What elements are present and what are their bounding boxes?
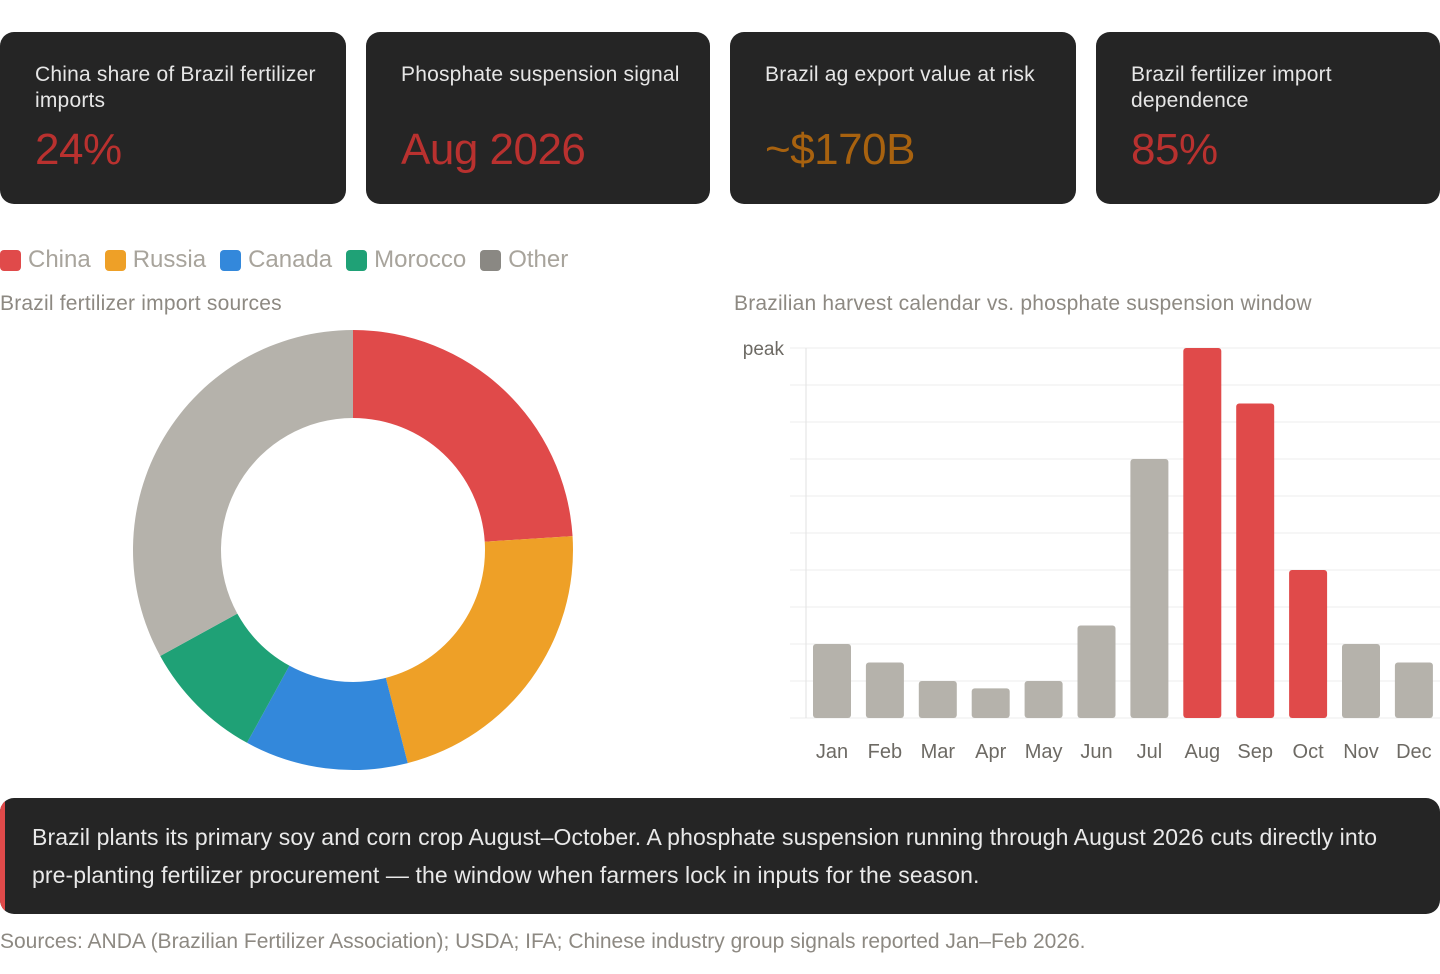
bar-mar bbox=[918, 681, 957, 718]
legend-item-other: Other bbox=[480, 246, 568, 274]
legend-label: China bbox=[28, 246, 91, 273]
x-tick-label-sep: Sep bbox=[1237, 741, 1273, 763]
donut-slice-russia bbox=[385, 536, 573, 764]
callout-text: Brazil plants its primary soy and corn c… bbox=[32, 824, 1378, 888]
legend-swatch bbox=[480, 249, 502, 271]
donut-chart-title: Brazil fertilizer import sources bbox=[0, 292, 282, 315]
bar-feb bbox=[865, 662, 904, 718]
bar-may bbox=[1024, 681, 1063, 718]
bar-jan bbox=[813, 644, 851, 718]
bar-apr bbox=[971, 688, 1010, 718]
bar-jun bbox=[1077, 625, 1116, 718]
bar-dec bbox=[1394, 662, 1433, 718]
bar-chart: peak Jan Feb Mar Apr May Jun Jul Aug Sep Oct Nov Dec bbox=[743, 339, 1440, 763]
legend-item-canada: Canada bbox=[220, 246, 332, 274]
x-tick-label-may: May bbox=[1025, 741, 1063, 763]
x-tick-label-jan: Jan bbox=[816, 741, 848, 763]
kpi-value: Aug 2026 bbox=[401, 125, 586, 174]
donut-slice-china bbox=[353, 330, 573, 542]
legend-item-china: China bbox=[0, 246, 91, 274]
legend-item-morocco: Morocco bbox=[346, 246, 466, 274]
x-tick-label-apr: Apr bbox=[975, 741, 1006, 763]
bar-jul bbox=[1130, 459, 1169, 718]
donut-chart bbox=[133, 330, 573, 770]
callout-accent-bar bbox=[0, 798, 5, 914]
bar-nov bbox=[1342, 644, 1380, 718]
legend-swatch bbox=[0, 249, 21, 271]
donut-slice-morocco bbox=[160, 613, 290, 743]
legend-label: Russia bbox=[132, 246, 207, 273]
bar-aug bbox=[1183, 348, 1222, 718]
kpi-label: China share of Brazil fertilizer imports bbox=[35, 63, 316, 112]
legend-label: Canada bbox=[248, 246, 333, 273]
x-tick-label-aug: Aug bbox=[1185, 741, 1221, 763]
sources-note: Sources: ANDA (Brazilian Fertilizer Asso… bbox=[0, 930, 1086, 953]
legend-swatch bbox=[220, 249, 242, 271]
bar-oct bbox=[1289, 570, 1328, 718]
x-tick-label-jun: Jun bbox=[1080, 741, 1112, 763]
bar-chart-title: Brazilian harvest calendar vs. phosphate… bbox=[734, 292, 1312, 315]
kpi-label: Brazil fertilizer import dependence bbox=[1131, 63, 1332, 112]
kpi-value: 85% bbox=[1131, 125, 1218, 174]
bar-sep bbox=[1236, 403, 1275, 718]
legend-item-russia: Russia bbox=[104, 246, 207, 274]
kpi-label: Phosphate suspension signal bbox=[401, 63, 680, 86]
x-tick-label-dec: Dec bbox=[1396, 741, 1432, 763]
kpi-cards: China share of Brazil fertilizer imports… bbox=[0, 32, 1440, 204]
chart-legend: China Russia Canada Morocco Other bbox=[0, 244, 582, 276]
legend-label: Morocco bbox=[374, 246, 467, 273]
kpi-value: 24% bbox=[35, 125, 122, 174]
x-tick-label-nov: Nov bbox=[1343, 741, 1379, 763]
kpi-card-import-dependence: Brazil fertilizer import dependence 85% bbox=[1096, 32, 1440, 204]
x-tick-label-oct: Oct bbox=[1293, 741, 1325, 763]
legend-swatch bbox=[346, 249, 368, 271]
kpi-label: Brazil ag export value at risk bbox=[765, 63, 1035, 86]
kpi-card-export-risk: Brazil ag export value at risk ~$170B bbox=[730, 32, 1076, 204]
donut-slice-canada bbox=[247, 665, 408, 770]
kpi-value: ~$170B bbox=[765, 125, 915, 174]
legend-swatch bbox=[104, 249, 126, 271]
x-tick-label-feb: Feb bbox=[868, 741, 902, 763]
y-tick-label-peak: peak bbox=[743, 339, 785, 360]
legend-label: Other bbox=[508, 246, 569, 273]
kpi-card-china-share: China share of Brazil fertilizer imports… bbox=[0, 32, 346, 204]
kpi-card-phosphate-signal: Phosphate suspension signal Aug 2026 bbox=[366, 32, 710, 204]
callout-box: Brazil plants its primary soy and corn c… bbox=[0, 798, 1440, 914]
donut-slice-other bbox=[133, 330, 353, 656]
x-tick-label-mar: Mar bbox=[921, 741, 956, 763]
x-tick-label-jul: Jul bbox=[1137, 741, 1163, 763]
